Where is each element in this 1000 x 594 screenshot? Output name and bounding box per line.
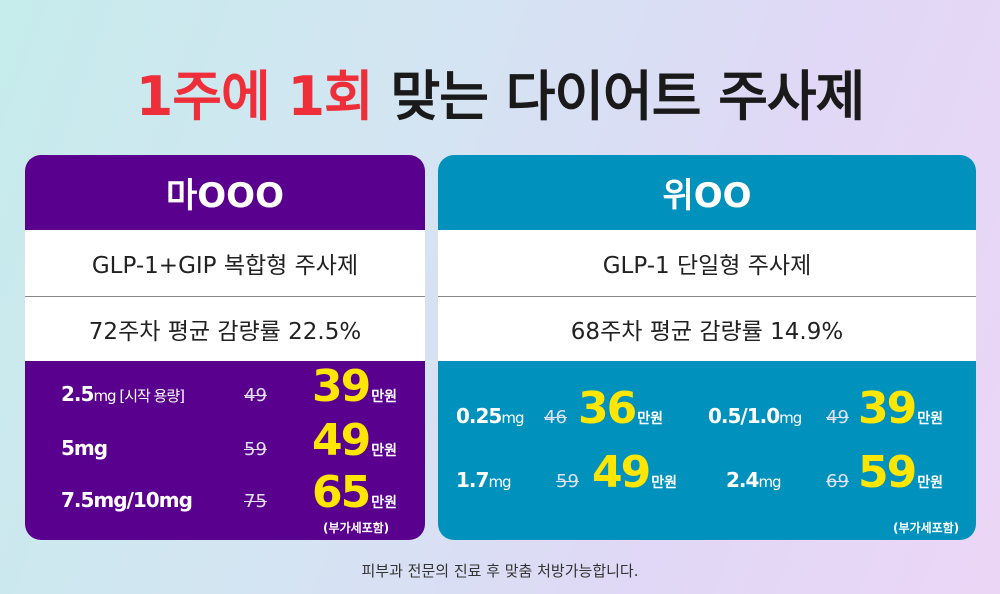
footer-note: 피부과 전문의 진료 후 맞춤 처방가능합니다.	[361, 562, 639, 580]
product-type: GLP-1 단일형 주사제	[438, 230, 976, 296]
vat-note: (부가세포함)	[323, 521, 390, 535]
price-row: 7.5mg/10mg 75 65 만원	[61, 467, 397, 518]
price-row: 2.5mg [시작 용량] 49 39 만원	[61, 361, 397, 412]
product-card-right: 위OO GLP-1 단일형 주사제 68주차 평균 감량률 14.9% 0.25…	[438, 155, 976, 540]
price-table: 2.5mg [시작 용량] 49 39 만원 5mg 59 49 만원 7.5mg/…	[25, 361, 425, 540]
product-result: 72주차 평균 감량률 22.5%	[25, 296, 425, 360]
price-row: 5mg 59 49 만원	[61, 415, 397, 466]
price-row: 1.7mg 59 49 만원	[456, 447, 677, 498]
price-table: 0.25mg 46 36 만원 0.5/1.0mg 49 39 만원 1.7mg 5…	[438, 361, 976, 540]
product-name: 마OOO	[25, 155, 425, 230]
price-row: 2.4mg 69 59 만원	[726, 447, 943, 498]
vat-note: (부가세포함)	[893, 521, 960, 535]
product-name: 위OO	[438, 155, 976, 230]
product-result: 68주차 평균 감량률 14.9%	[438, 296, 976, 360]
price-row: 0.5/1.0mg 49 39 만원	[708, 383, 943, 434]
page-title: 1주에 1회 맞는 다이어트 주사제	[135, 65, 866, 128]
price-row: 0.25mg 46 36 만원	[456, 383, 663, 434]
product-card-left: 마OOO GLP-1+GIP 복합형 주사제 72주차 평균 감량률 22.5%…	[25, 155, 425, 540]
product-type: GLP-1+GIP 복합형 주사제	[25, 230, 425, 296]
